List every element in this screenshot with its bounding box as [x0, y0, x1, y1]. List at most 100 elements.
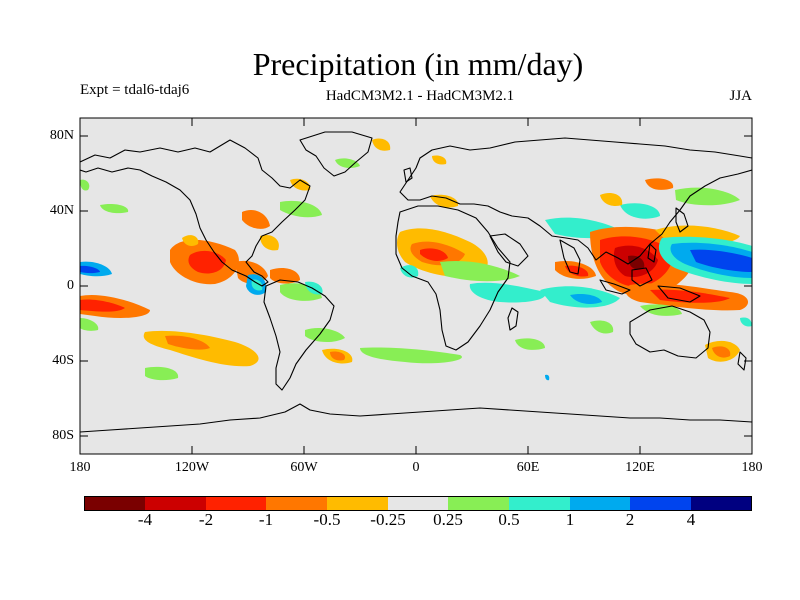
model-label: HadCM3M2.1 - HadCM3M2.1	[325, 88, 515, 104]
anomaly-patch	[182, 235, 199, 246]
colorbar-swatch	[388, 496, 448, 510]
anomaly-patch	[440, 260, 520, 282]
anomaly-patch	[100, 203, 129, 214]
lat-label: 0	[67, 278, 74, 293]
coastline	[675, 207, 689, 233]
anomaly-patch	[600, 193, 623, 206]
anomaly-patch	[640, 304, 682, 316]
anomaly-patch	[360, 347, 462, 364]
colorbar-label: -2	[198, 510, 214, 529]
anomaly-patch	[675, 187, 740, 206]
colorbar-swatch	[691, 496, 751, 510]
colorbar-label: 0.25	[433, 510, 463, 529]
lat-label: 40N	[49, 203, 74, 218]
coastline	[599, 279, 631, 295]
colorbar-label: -1	[258, 510, 274, 529]
lon-label: 60E	[516, 460, 540, 475]
coastline	[80, 403, 752, 433]
colorbar-swatch	[448, 496, 509, 510]
coastline	[629, 305, 711, 359]
anomaly-patch	[590, 320, 614, 334]
coastline	[737, 351, 747, 371]
coastline	[395, 205, 511, 351]
lon-label: 120W	[174, 460, 210, 475]
experiment-label: Expt = tdal6-tdaj6	[80, 82, 190, 98]
colorbar-label: -4	[137, 510, 153, 529]
anomaly-patch	[712, 346, 731, 358]
anomaly-patch	[400, 265, 419, 278]
lon-label: 0	[412, 460, 420, 475]
anomaly-patch	[80, 318, 99, 331]
anomaly-patch	[515, 338, 545, 350]
anomaly-patch	[430, 194, 459, 208]
anomaly-patches	[80, 138, 752, 381]
season-label: JJA	[729, 88, 752, 104]
colorbar-swatch	[206, 496, 266, 510]
anomaly-patch	[251, 279, 263, 291]
axis-ticks	[80, 118, 752, 454]
lat-label: 80S	[52, 428, 74, 443]
lon-label: 180	[69, 460, 91, 475]
coastline	[299, 131, 373, 177]
colorbar-label: 2	[625, 510, 635, 529]
anomaly-patch	[188, 250, 226, 274]
colorbar-swatch	[509, 496, 570, 510]
anomaly-patch	[620, 203, 660, 219]
colorbar-swatch	[630, 496, 691, 510]
lon-label: 60W	[290, 460, 318, 475]
colorbar-label: 4	[686, 510, 696, 529]
coastlines	[80, 131, 752, 433]
anomaly-patch	[628, 255, 645, 270]
coastline	[631, 267, 653, 287]
colorbar-swatch	[570, 496, 630, 510]
lat-label: 40S	[52, 353, 74, 368]
anomaly-patch	[165, 335, 210, 350]
anomaly-patch	[335, 158, 360, 168]
lon-label: 180	[741, 460, 763, 475]
colorbar-swatch	[84, 496, 145, 510]
anomaly-patch	[242, 209, 270, 229]
anomaly-patch	[740, 317, 752, 327]
coastline	[657, 285, 701, 303]
coastline	[647, 243, 657, 263]
coastline	[559, 239, 581, 275]
anomaly-patch	[305, 327, 345, 343]
anomaly-patch	[372, 138, 391, 151]
anomaly-patch	[260, 234, 279, 251]
anomaly-patch	[290, 178, 311, 191]
chart-title: Precipitation (in mm/day)	[252, 46, 584, 82]
anomaly-patch	[330, 351, 346, 361]
coastline	[399, 137, 752, 265]
anomaly-patch	[545, 374, 550, 381]
colorbar-label: 1	[565, 510, 575, 529]
coastline	[263, 279, 335, 391]
coastline	[80, 139, 311, 287]
anomaly-patch	[469, 282, 546, 303]
coastline	[489, 233, 529, 267]
anomaly-patch	[280, 200, 322, 218]
anomaly-patch	[570, 293, 602, 304]
anomaly-patch	[270, 268, 300, 284]
lat-label: 80N	[49, 128, 74, 143]
colorbar-label: 0.5	[498, 510, 520, 529]
anomaly-patch	[432, 155, 447, 165]
anomaly-patch	[420, 248, 448, 261]
anomaly-patch	[645, 178, 674, 190]
anomaly-patch	[650, 289, 730, 303]
anomaly-patch	[565, 265, 589, 277]
anomaly-patch	[80, 179, 90, 191]
colorbar-swatch	[266, 496, 327, 510]
colorbar-label: -0.5	[313, 510, 341, 529]
lon-label: 120E	[625, 460, 655, 475]
colorbar-swatch	[327, 496, 388, 510]
colorbar-label: -0.25	[370, 510, 406, 529]
colorbar-swatch	[145, 496, 206, 510]
coastline	[507, 307, 519, 331]
anomaly-patch	[145, 366, 179, 381]
anomaly-patch	[80, 265, 100, 274]
anomaly-patch	[690, 249, 752, 272]
colorbar-frame	[84, 496, 752, 511]
anomaly-patch	[80, 299, 125, 312]
coastline	[403, 167, 413, 183]
